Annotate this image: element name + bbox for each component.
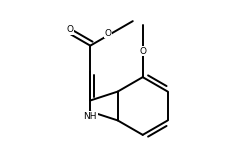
Text: O: O (104, 29, 112, 38)
Text: O: O (139, 47, 146, 56)
Text: NH: NH (84, 112, 97, 121)
Text: O: O (67, 25, 74, 34)
